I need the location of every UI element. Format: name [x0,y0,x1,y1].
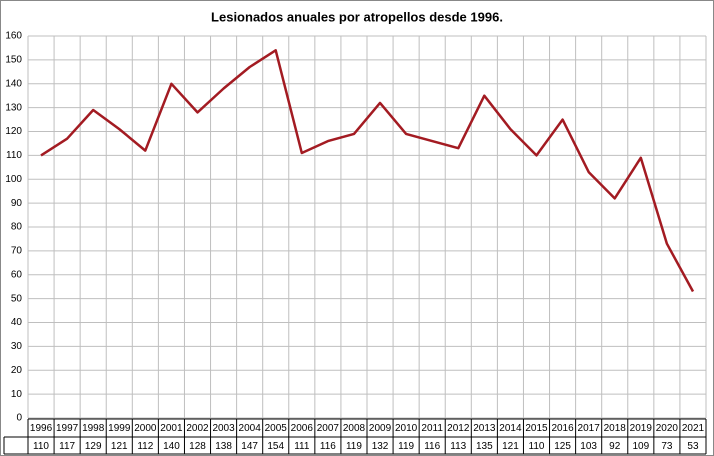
y-tick-label: 70 [11,246,23,257]
x-tick-label: 2016 [551,423,574,434]
x-tick-label: 2014 [499,423,522,434]
x-tick-label: 2010 [395,423,418,434]
y-tick-label: 50 [11,293,23,304]
table-value: 138 [215,441,232,452]
y-tick-label: 90 [11,198,23,209]
table-value: 110 [33,441,49,452]
table-value: 73 [661,441,673,452]
table-value: 147 [241,441,258,452]
table-value: 116 [320,441,336,452]
y-tick-label: 120 [5,126,22,137]
table-value: 53 [687,441,699,452]
x-tick-label: 2018 [604,423,627,434]
table-value: 110 [529,441,545,452]
table-value: 140 [163,441,180,452]
x-tick-label: 2012 [447,423,470,434]
table-value: 119 [346,441,362,452]
table-value: 116 [424,441,440,452]
x-tick-label: 2002 [186,423,209,434]
x-tick-label: 2013 [473,423,496,434]
x-tick-label: 2000 [134,423,157,434]
y-tick-label: 20 [11,365,23,376]
table-value: 109 [632,441,649,452]
x-tick-label: 2009 [369,423,392,434]
table-value: 129 [85,441,102,452]
table-value: 135 [476,441,493,452]
y-tick-label: 0 [16,413,22,424]
x-tick-label: 2008 [343,423,366,434]
table-value: 111 [294,441,310,452]
y-tick-label: 150 [5,55,22,66]
x-tick-label: 2001 [160,423,183,434]
table-value: 121 [111,441,128,452]
x-tick-label: 2019 [630,423,653,434]
x-tick-label: 2011 [421,423,443,434]
table-value: 132 [372,441,389,452]
x-tick-label: 2020 [656,423,679,434]
y-tick-label: 110 [6,150,22,161]
y-tick-label: 60 [11,269,23,280]
x-tick-label: 1997 [56,423,79,434]
table-value: 113 [450,441,466,452]
x-tick-label: 2017 [578,423,601,434]
y-tick-label: 10 [11,389,23,400]
table-value: 154 [267,441,284,452]
y-tick-label: 140 [5,78,22,89]
y-tick-label: 160 [5,31,22,42]
x-tick-label: 2003 [212,423,235,434]
table-value: 125 [554,441,571,452]
x-tick-label: 1998 [82,423,105,434]
table-value: 121 [502,441,519,452]
x-tick-label: 2015 [525,423,548,434]
table-value: 119 [398,441,414,452]
y-tick-label: 40 [11,317,23,328]
x-tick-label: 2006 [291,423,314,434]
table-value: 92 [609,441,621,452]
x-tick-label: 1996 [30,423,53,434]
y-tick-label: 80 [11,222,23,233]
table-value: 128 [189,441,206,452]
x-tick-label: 2005 [265,423,288,434]
table-value: 103 [580,441,597,452]
x-tick-label: 2004 [239,423,262,434]
x-tick-label: 1999 [108,423,131,434]
y-tick-label: 130 [5,102,22,113]
data-line [40,49,695,293]
table-value: 112 [137,441,153,452]
y-tick-label: 100 [5,174,22,185]
table-value: 117 [59,441,75,452]
x-tick-label: 2007 [317,423,340,434]
x-tick-label: 2021 [682,423,705,434]
y-tick-label: 30 [11,341,23,352]
chart-title: Lesionados anuales por atropellos desde … [211,9,503,24]
